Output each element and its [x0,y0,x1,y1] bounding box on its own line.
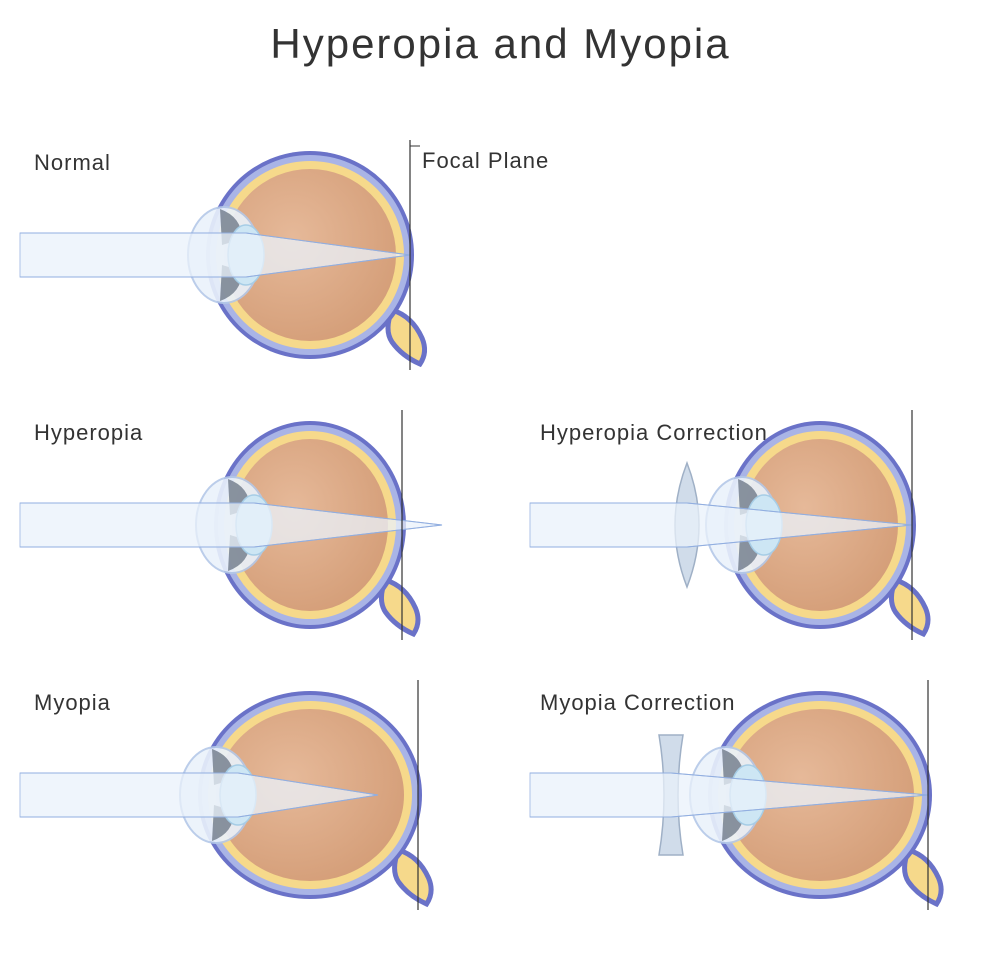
optic-nerve [891,580,928,634]
optic-nerve [395,850,432,904]
eye-myopia [20,670,480,920]
optic-nerve [905,850,942,904]
eye-hyperopia [20,400,480,650]
diagram-canvas: { "type": "infographic", "background_col… [0,0,1001,960]
eye-myopia-correction [530,670,990,920]
eye-hyperopia-correction [530,400,990,650]
page-title: Hyperopia and Myopia [0,20,1001,68]
optic-nerve [388,310,425,364]
eye-normal [20,130,480,380]
optic-nerve [381,580,418,634]
